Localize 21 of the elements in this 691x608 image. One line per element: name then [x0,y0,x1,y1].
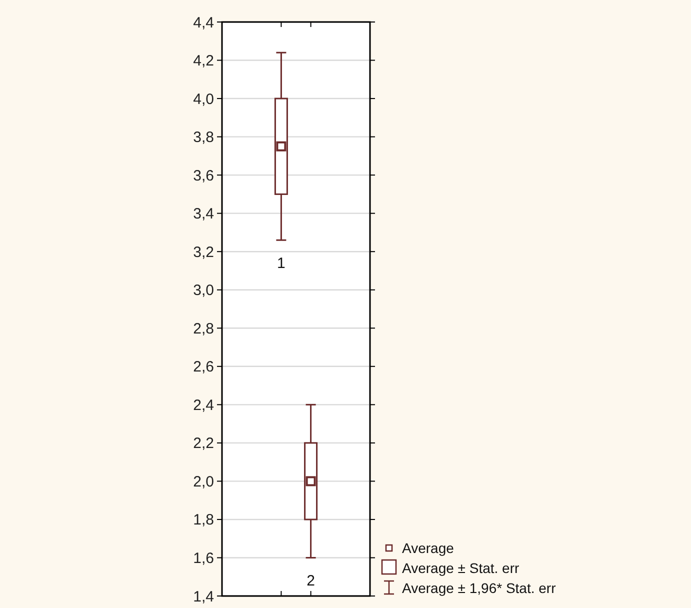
y-tick-label: 2,8 [193,320,214,338]
y-tick-label: 1,8 [193,512,214,529]
y-tick-label: 3,4 [193,206,214,223]
y-tick-label: 2,4 [193,396,214,414]
y-tick-label: 2,6 [193,358,214,376]
y-tick-label: 1,6 [193,550,214,567]
text: Average ± 1,96* Stat. err [402,580,556,596]
y-tick-label: 3,8 [193,129,214,146]
y-tick-label: 4,2 [193,52,214,70]
y-tick-label: 1,4 [193,588,214,606]
legend-label: Average [402,540,454,556]
y-tick-label: 3,6 [193,167,214,184]
y-tick-label: 2,2 [193,435,214,452]
x-tick-label: 2 [306,572,315,590]
y-tick-label: 3,0 [193,282,214,300]
x-tick-label: 1 [277,255,286,272]
y-tick-label: 3,2 [193,244,214,261]
legend-label: Average ± Stat. err [402,560,520,576]
y-tick-label: 4,0 [193,90,214,108]
y-tick-label: 4,4 [193,14,214,32]
y-tick-label: 2,0 [193,473,214,490]
